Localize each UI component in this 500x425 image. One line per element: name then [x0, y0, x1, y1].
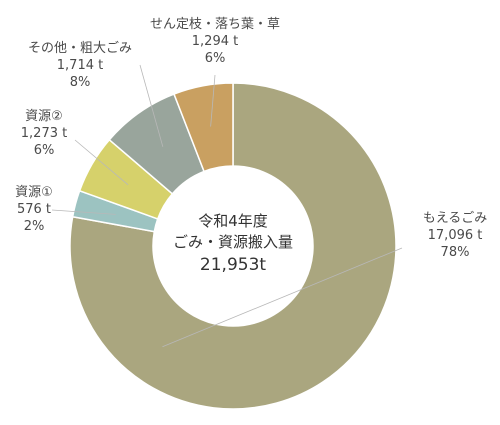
slice-category-label-3: その他・粗大ごみ: [28, 40, 132, 56]
slice-value-label-3: 1,714 t: [57, 58, 103, 73]
slice-percent-label-0: 78%: [441, 245, 470, 260]
slice-percent-label-2: 6%: [34, 143, 55, 158]
leaders-layer: [51, 64, 403, 348]
center-label: 令和4年度 ごみ・資源搬入量 21,953t: [173, 212, 293, 275]
center-label-line1: 令和4年度: [198, 212, 268, 230]
leader-line-3: [139, 64, 164, 147]
labels-layer: もえるごみ 17,096 t 78% 資源① 576 t 2% 資源② 1,273 t 6% その…: [15, 17, 487, 260]
slice-percent-label-3: 8%: [70, 75, 91, 90]
slice-category-label-0: もえるごみ: [423, 210, 488, 226]
slice-value-label-2: 1,273 t: [21, 126, 67, 141]
slice-value-label-4: 1,294 t: [192, 34, 238, 49]
center-label-total: 21,953t: [200, 255, 266, 275]
slice-value-label-1: 576 t: [17, 202, 51, 217]
leader-line-4: [210, 74, 216, 127]
slice-percent-label-4: 6%: [205, 51, 226, 66]
slice-percent-label-1: 2%: [24, 219, 45, 234]
pie-slice-0: [69, 82, 397, 410]
center-label-line2: ごみ・資源搬入量: [173, 233, 293, 251]
leader-line-1: [51, 209, 116, 215]
slice-value-label-0: 17,096 t: [428, 228, 483, 243]
leader-line-2: [74, 139, 129, 186]
slices-layer: [69, 82, 397, 410]
pie-slice-4: [173, 82, 234, 173]
slice-category-label-2: 資源②: [25, 109, 63, 124]
leader-line-0: [162, 247, 403, 348]
slice-category-label-4: せん定枝・落ち葉・草: [150, 17, 280, 32]
slice-category-label-1: 資源①: [15, 185, 53, 200]
